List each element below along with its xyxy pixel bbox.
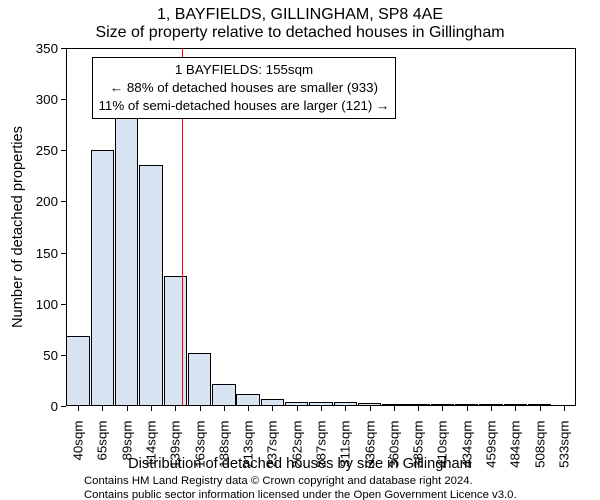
x-tick-mark <box>515 406 516 411</box>
bar <box>139 165 162 406</box>
plot-area: 1 BAYFIELDS: 155sqm← 88% of detached hou… <box>66 48 576 406</box>
y-tick-label: 0 <box>18 399 58 414</box>
y-tick-mark <box>61 99 66 100</box>
x-tick-mark <box>442 406 443 411</box>
footer-line: Contains public sector information licen… <box>84 488 517 500</box>
x-tick-mark <box>564 406 565 411</box>
x-tick-mark <box>370 406 371 411</box>
chart-subtitle: Size of property relative to detached ho… <box>0 24 600 42</box>
x-tick-mark <box>418 406 419 411</box>
y-tick-mark <box>61 150 66 151</box>
footer-line: Contains HM Land Registry data © Crown c… <box>84 474 517 488</box>
bar <box>188 353 211 406</box>
y-tick-mark <box>61 253 66 254</box>
bar <box>212 384 235 407</box>
annotation-line: 1 BAYFIELDS: 155sqm <box>99 61 390 79</box>
x-tick-mark <box>394 406 395 411</box>
x-tick-mark <box>491 406 492 411</box>
bar <box>66 336 89 406</box>
x-tick-mark <box>272 406 273 411</box>
x-tick-mark <box>248 406 249 411</box>
y-tick-label: 350 <box>18 41 58 56</box>
x-tick-mark <box>102 406 103 411</box>
x-tick-mark <box>345 406 346 411</box>
x-tick-mark <box>540 406 541 411</box>
bar <box>164 276 187 406</box>
annotation-line: ← 88% of detached houses are smaller (93… <box>99 79 390 97</box>
y-tick-mark <box>61 201 66 202</box>
x-tick-mark <box>224 406 225 411</box>
x-tick-mark <box>127 406 128 411</box>
bar <box>115 115 138 407</box>
bar <box>91 150 114 406</box>
x-axis-label: Distribution of detached houses by size … <box>0 456 600 472</box>
x-tick-mark <box>321 406 322 411</box>
y-tick-mark <box>61 48 66 49</box>
chart-container: { "layout": { "width": 600, "height": 50… <box>0 0 600 500</box>
x-tick-mark <box>467 406 468 411</box>
y-tick-mark <box>61 304 66 305</box>
y-tick-mark <box>61 355 66 356</box>
footer-text: Contains HM Land Registry data © Crown c… <box>84 474 517 500</box>
x-tick-mark <box>78 406 79 411</box>
x-tick-mark <box>200 406 201 411</box>
bar <box>261 399 284 406</box>
y-axis-label: Number of detached properties <box>10 77 26 377</box>
annotation-line: 11% of semi-detached houses are larger (… <box>99 97 390 115</box>
y-tick-mark <box>61 406 66 407</box>
x-tick-mark <box>151 406 152 411</box>
x-tick-mark <box>297 406 298 411</box>
chart-title: 1, BAYFIELDS, GILLINGHAM, SP8 4AE <box>0 6 600 24</box>
annotation-box: 1 BAYFIELDS: 155sqm← 88% of detached hou… <box>92 57 397 119</box>
bar <box>236 394 259 406</box>
x-tick-mark <box>175 406 176 411</box>
